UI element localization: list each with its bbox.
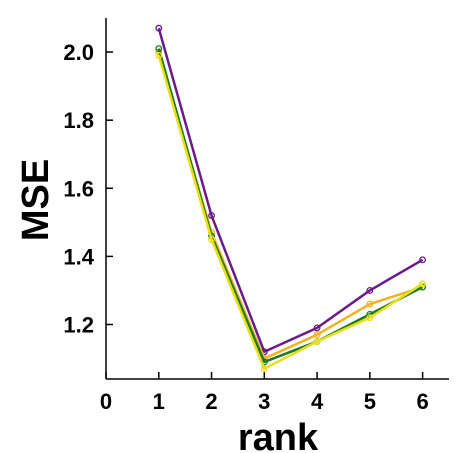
y-tick-label: 1.2 — [63, 313, 94, 338]
y-axis-label: MSE — [15, 159, 57, 241]
x-axis-ticks: 0 1 2 3 4 5 6 — [100, 372, 429, 414]
series-2 — [155, 48, 427, 363]
series-layer — [155, 24, 427, 373]
y-tick-label: 1.6 — [63, 176, 94, 201]
x-tick-label: 3 — [258, 389, 270, 414]
x-tick-label: 0 — [100, 389, 112, 414]
series-3 — [155, 45, 427, 366]
x-tick-label: 2 — [205, 389, 217, 414]
data-point — [419, 280, 427, 288]
data-point — [260, 365, 268, 373]
data-point — [366, 300, 374, 308]
y-tick-label: 1.8 — [63, 108, 94, 133]
data-point — [155, 52, 163, 59]
data-point — [208, 212, 215, 219]
data-point — [155, 24, 163, 32]
series-line — [157, 27, 424, 354]
x-tick-label: 6 — [416, 389, 428, 414]
x-tick-label: 1 — [153, 389, 165, 414]
series-4 — [155, 52, 427, 373]
data-point — [366, 287, 374, 294]
data-point — [313, 338, 321, 345]
series-line — [157, 51, 423, 360]
x-tick-label: 4 — [311, 389, 324, 414]
series-line — [157, 55, 424, 371]
data-point — [313, 324, 321, 332]
series-line — [157, 48, 424, 364]
y-tick-label: 2.0 — [63, 40, 94, 65]
data-point — [366, 314, 374, 322]
data-point — [419, 256, 427, 264]
axes — [105, 18, 449, 380]
y-axis-ticks: 1.2 1.4 1.6 1.8 2.0 — [63, 40, 113, 338]
data-point — [313, 331, 321, 339]
series-1 — [155, 24, 427, 356]
data-point — [208, 235, 215, 243]
data-point — [155, 45, 163, 53]
x-tick-label: 5 — [364, 389, 376, 414]
y-tick-label: 1.4 — [63, 244, 94, 269]
x-axis-label: rank — [238, 417, 319, 453]
